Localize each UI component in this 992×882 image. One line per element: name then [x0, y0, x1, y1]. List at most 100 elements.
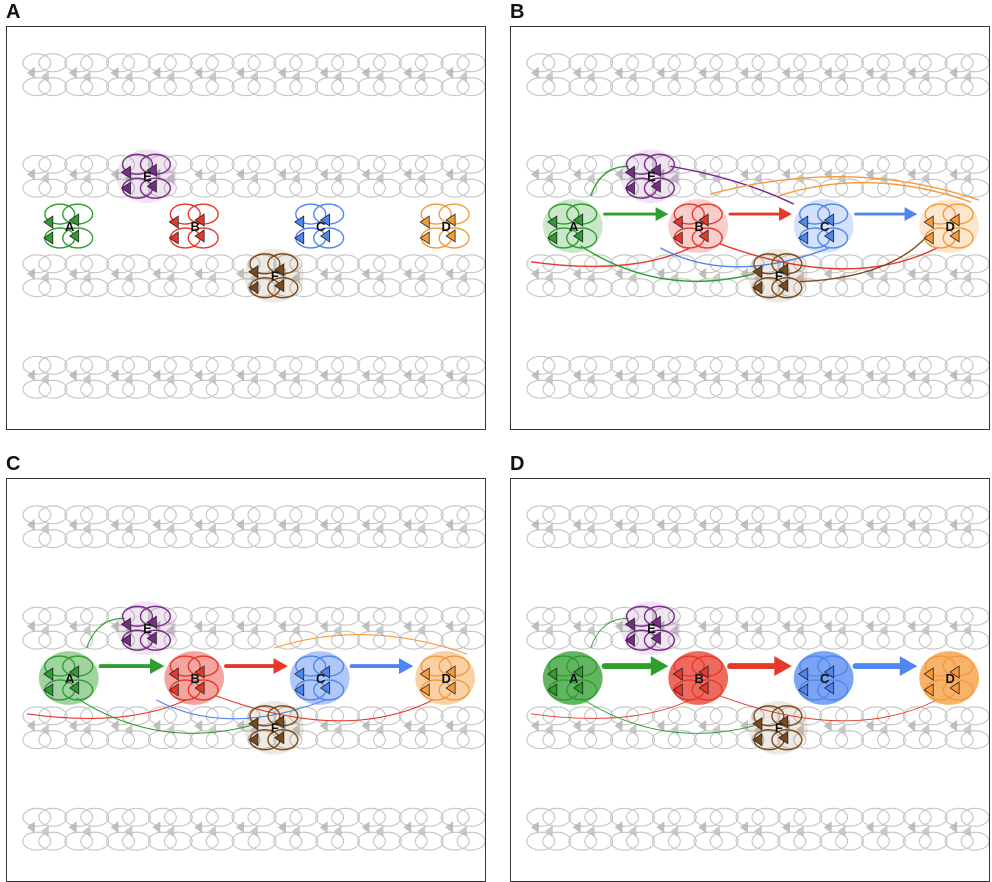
node-e: E — [620, 601, 681, 656]
background-cell — [777, 53, 823, 97]
background-cell — [902, 505, 948, 549]
node-d: D — [919, 651, 980, 705]
node-b: B — [164, 651, 225, 705]
link-a-to-f — [580, 245, 755, 282]
background-cell — [315, 254, 361, 298]
background-cell — [273, 807, 319, 851]
background-cell — [526, 254, 572, 298]
background-cell — [22, 706, 68, 750]
background-cell — [693, 706, 739, 750]
node-label-c: C — [820, 219, 829, 234]
background-cell — [64, 505, 110, 549]
background-cell — [651, 505, 697, 549]
link-d-over — [777, 181, 972, 203]
panel-letter-d: D — [510, 453, 525, 475]
background-cell — [693, 505, 739, 549]
background-cell — [147, 807, 193, 851]
background-cell — [189, 53, 235, 97]
background-cell — [440, 606, 485, 650]
node-label-a: A — [569, 219, 578, 234]
link-b-to-d — [719, 695, 938, 722]
background-cell — [189, 606, 235, 650]
background-cell — [189, 254, 235, 298]
connections — [530, 165, 980, 283]
network-diagram: A B C D E F — [526, 53, 989, 399]
arrow-a-to-b — [603, 207, 669, 222]
background-cell — [651, 807, 697, 851]
background-cell — [398, 606, 444, 650]
node-d: D — [419, 203, 470, 249]
background-cell — [273, 53, 319, 97]
background-cell — [398, 505, 444, 549]
background-cell — [609, 254, 655, 298]
background-cell — [902, 355, 948, 399]
background-cell — [440, 154, 485, 198]
background-cell — [22, 355, 68, 399]
background-cell — [860, 154, 906, 198]
background-cell — [860, 706, 906, 750]
background-cell — [777, 807, 823, 851]
background-cell — [64, 807, 110, 851]
background-cell — [777, 154, 823, 198]
connections — [26, 617, 468, 734]
background-cell — [22, 154, 68, 198]
background-cell — [819, 606, 865, 650]
background-cell — [860, 606, 906, 650]
network-diagram: A B C D E F — [22, 53, 485, 399]
background-cell — [189, 355, 235, 399]
node-f: F — [244, 248, 304, 303]
node-f: F — [748, 700, 808, 755]
node-c: C — [294, 203, 345, 249]
background-cell — [902, 154, 948, 198]
node-label-e: E — [647, 621, 656, 636]
background-cell — [568, 355, 614, 399]
background-cell — [526, 53, 572, 97]
node-a: A — [542, 651, 603, 705]
background-cell — [440, 807, 485, 851]
node-e: E — [116, 149, 177, 204]
background-cell — [735, 355, 781, 399]
background-cell — [568, 807, 614, 851]
node-e: E — [116, 601, 177, 656]
background-cell — [356, 606, 402, 650]
background-cell — [356, 505, 402, 549]
background-cell — [651, 254, 697, 298]
node-b: B — [168, 203, 219, 249]
background-cell — [440, 254, 485, 298]
background-cell — [777, 606, 823, 650]
link-c-back — [156, 699, 326, 720]
background-cell — [944, 807, 989, 851]
background-cell — [398, 807, 444, 851]
panel-a-frame: A B C D E F — [6, 26, 486, 430]
link-d-over — [273, 634, 468, 655]
background-cell — [356, 53, 402, 97]
background-cell — [902, 606, 948, 650]
background-cell — [944, 505, 989, 549]
background-cell — [398, 53, 444, 97]
background-grid — [22, 505, 485, 851]
link-d-long — [709, 175, 980, 201]
node-c: C — [793, 199, 854, 253]
panel-letter-c: C — [6, 453, 21, 475]
background-cell — [860, 254, 906, 298]
node-f: F — [748, 248, 808, 303]
link-c-back — [660, 247, 830, 268]
background-cell — [315, 807, 361, 851]
background-cell — [273, 505, 319, 549]
background-cell — [440, 53, 485, 97]
background-cell — [189, 505, 235, 549]
background-cell — [944, 154, 989, 198]
background-cell — [735, 807, 781, 851]
background-cell — [819, 807, 865, 851]
background-cell — [147, 505, 193, 549]
background-cell — [693, 53, 739, 97]
link-a-to-e — [590, 165, 629, 197]
node-label-f: F — [271, 721, 279, 736]
background-cell — [64, 53, 110, 97]
background-cell — [22, 606, 68, 650]
background-cell — [735, 505, 781, 549]
background-cell — [693, 254, 739, 298]
panel-letter-b: B — [510, 1, 525, 23]
link-a-to-e — [86, 617, 125, 649]
background-cell — [105, 706, 151, 750]
